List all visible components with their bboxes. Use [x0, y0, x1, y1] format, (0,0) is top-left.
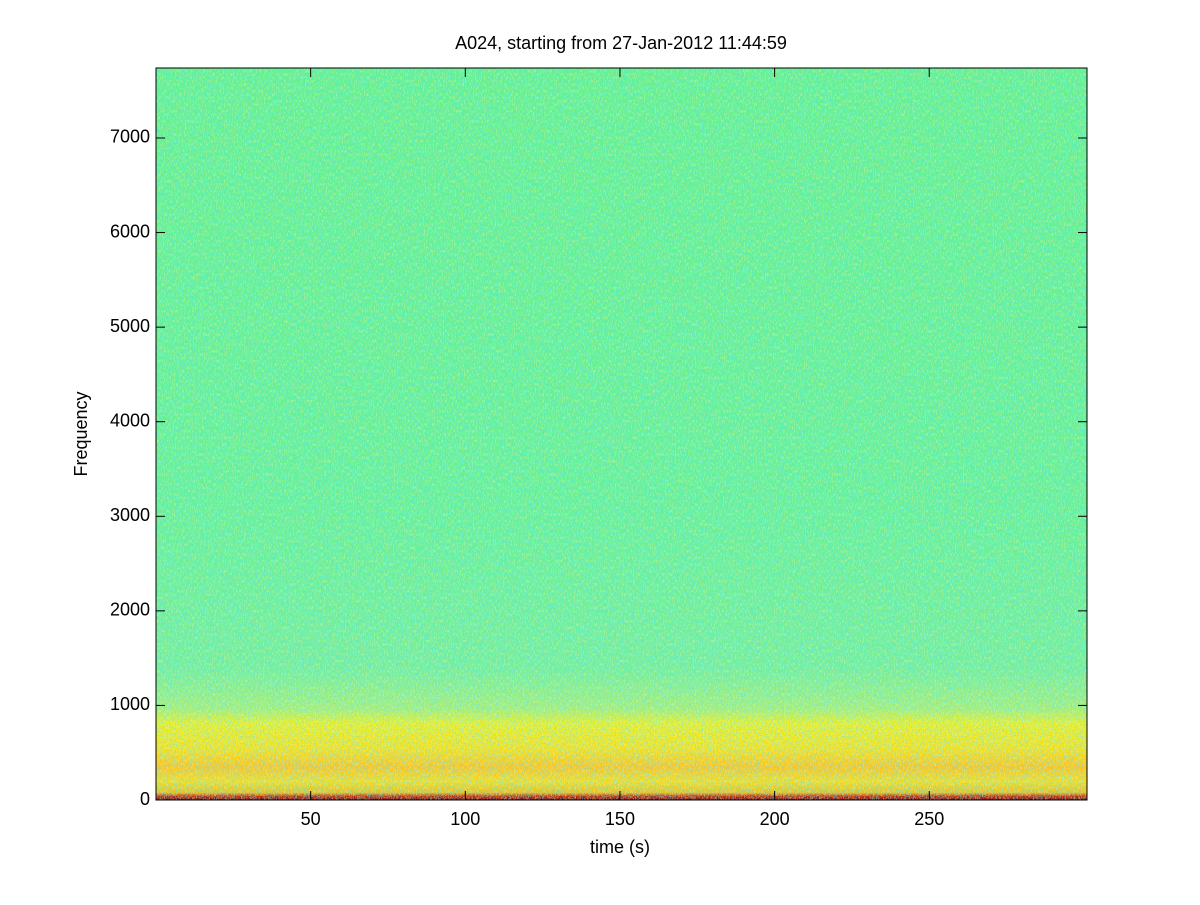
y-tick-label: 1000 [110, 694, 150, 714]
spectrogram-noise [156, 68, 1087, 800]
y-tick-label: 0 [140, 789, 150, 809]
x-tick-label: 150 [605, 809, 635, 829]
x-tick-label: 250 [914, 809, 944, 829]
axes-box [155, 67, 1088, 801]
x-tick-label: 100 [450, 809, 480, 829]
y-tick-label: 2000 [110, 600, 150, 620]
y-axis-label: Frequency [71, 391, 91, 476]
spectrogram [156, 68, 1087, 800]
x-tick-label: 50 [301, 809, 321, 829]
y-tick-label: 3000 [110, 505, 150, 525]
y-tick-label: 5000 [110, 316, 150, 336]
chart-title: A024, starting from 27-Jan-2012 11:44:59 [455, 33, 787, 53]
y-tick-label: 4000 [110, 410, 150, 430]
x-axis-label: time (s) [590, 837, 650, 857]
y-tick-label: 7000 [110, 127, 150, 147]
y-tick-label: 6000 [110, 221, 150, 241]
x-tick-label: 200 [760, 809, 790, 829]
